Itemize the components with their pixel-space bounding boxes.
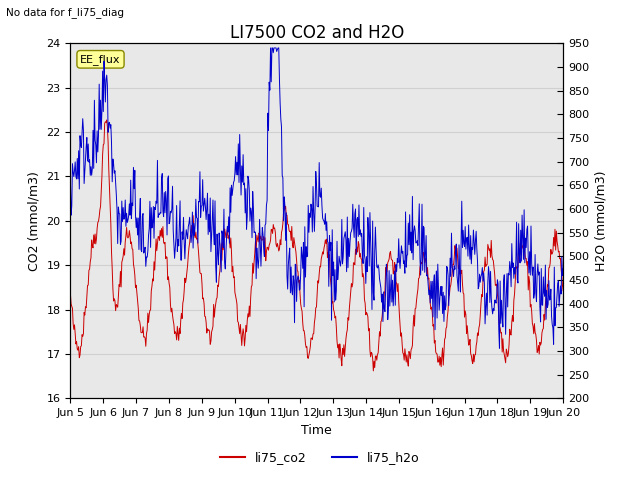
Text: No data for f_li75_diag: No data for f_li75_diag xyxy=(6,7,124,18)
Legend: li75_co2, li75_h2o: li75_co2, li75_h2o xyxy=(215,446,425,469)
Y-axis label: CO2 (mmol/m3): CO2 (mmol/m3) xyxy=(28,171,41,271)
Text: EE_flux: EE_flux xyxy=(80,54,121,65)
X-axis label: Time: Time xyxy=(301,424,332,437)
Y-axis label: H2O (mmol/m3): H2O (mmol/m3) xyxy=(595,170,608,271)
Title: LI7500 CO2 and H2O: LI7500 CO2 and H2O xyxy=(230,24,404,42)
